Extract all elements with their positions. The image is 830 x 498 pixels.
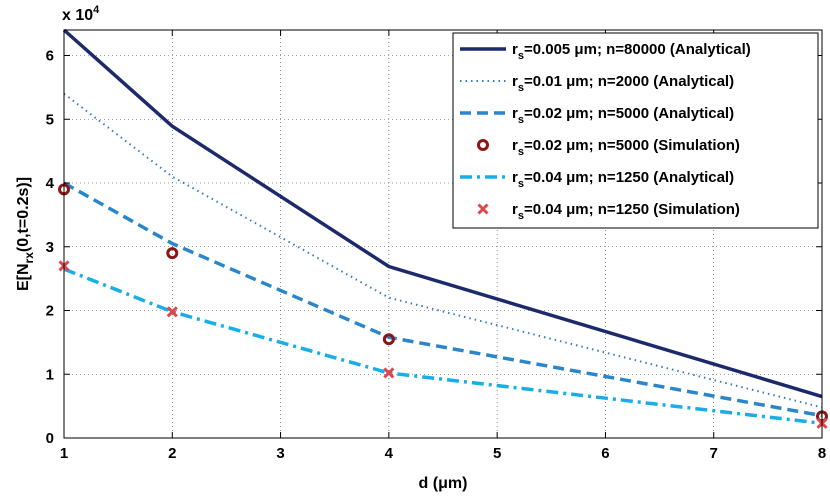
legend-marker (477, 139, 489, 151)
legend-entry-4: rs=0.02 μm; n=5000 (Simulation) (477, 137, 740, 158)
legend-entry-3: rs=0.02 μm; n=5000 (Analytical) (460, 105, 734, 126)
y-tick-label: 0 (46, 430, 54, 447)
y-multiplier: x 104 (62, 4, 100, 24)
data-point (383, 367, 395, 379)
y-tick-label: 3 (46, 239, 54, 256)
y-tick-label: 6 (46, 48, 54, 65)
series-3 (63, 181, 823, 418)
x-tick-label: 8 (818, 445, 826, 462)
series-line (63, 181, 823, 418)
y-tick-label: 5 (46, 111, 54, 128)
data-point (382, 333, 395, 346)
legend-entry-5: rs=0.04 μm; n=1250 (Analytical) (460, 169, 734, 190)
y-tick-label: 1 (46, 366, 54, 383)
legend-box (452, 32, 819, 229)
x-tick-label: 6 (601, 445, 609, 462)
legend-entry-2: rs=0.01 μm; n=2000 (Analytical) (460, 73, 734, 94)
series-line (62, 28, 823, 399)
x-tick-label: 5 (493, 445, 501, 462)
x-marker-stroke (477, 203, 489, 215)
legend-label: rs=0.02 μm; n=5000 (Analytical) (512, 105, 734, 126)
x-axis-label: d (μm) (419, 475, 468, 492)
data-point (166, 306, 178, 318)
x-tick-label: 3 (276, 445, 284, 462)
legend: rs=0.005 μm; n=80000 (Analytical) rs=0.01… (452, 32, 819, 229)
x-tick-label: 7 (710, 445, 718, 462)
x-tick-label: 2 (168, 445, 176, 462)
y-axis-label: E[Nrx(0,t=0.2s)] (15, 177, 36, 291)
legend-marker (477, 203, 489, 215)
legend-entry-1: rs=0.005 μm; n=80000 (Analytical) (460, 41, 751, 62)
series-5 (63, 267, 823, 426)
legend-label: rs=0.02 μm; n=5000 (Simulation) (512, 137, 740, 158)
series-layer (58, 28, 828, 429)
plot-frame (63, 29, 823, 439)
series-6 (58, 260, 828, 429)
y-tick-label: 4 (46, 175, 55, 192)
legend-label: rs=0.005 μm; n=80000 (Analytical) (512, 41, 751, 62)
legend-label: rs=0.04 μm; n=1250 (Simulation) (512, 201, 740, 222)
x-marker-stroke (166, 306, 178, 318)
legend-label: rs=0.01 μm; n=2000 (Analytical) (512, 73, 734, 94)
legend-label: rs=0.04 μm; n=1250 (Analytical) (512, 169, 734, 190)
x-tick-label: 1 (60, 445, 68, 462)
series-line (63, 267, 823, 426)
x-marker-stroke (383, 367, 395, 379)
data-point (166, 247, 179, 260)
series-1 (62, 28, 823, 399)
x-tick-label: 4 (385, 445, 394, 462)
y-tick-label: 2 (46, 303, 54, 320)
legend-entry-6: rs=0.04 μm; n=1250 (Simulation) (477, 201, 740, 222)
